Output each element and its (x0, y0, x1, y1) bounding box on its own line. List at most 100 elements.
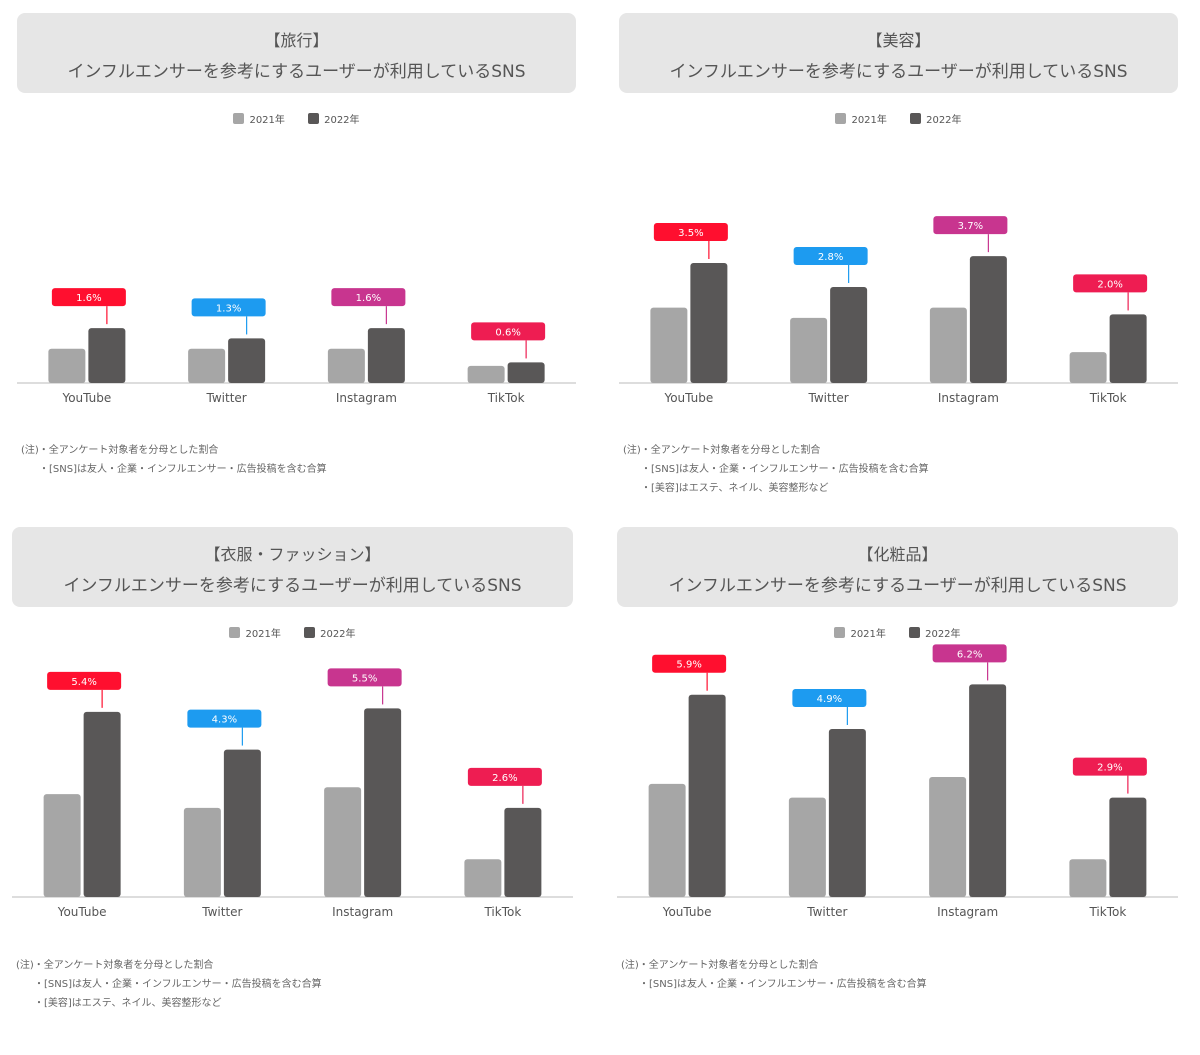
bar-2021-tiktok (1069, 352, 1107, 383)
legend-item-2022: 2022年 (910, 111, 962, 126)
bar-2022-tiktok (1109, 314, 1147, 383)
chart-title-box: 【美容】 インフルエンサーを参考にするユーザーが利用しているSNS (619, 13, 1178, 93)
callout-box (793, 247, 868, 265)
bar-2021-tiktok (467, 365, 505, 383)
chart-notes: (注)・全アンケート対象者を分母とした割合 ・[SNS]は友人・企業・インフルエ… (21, 441, 327, 479)
note-line-3: ・[美容]はエステ、ネイル、美容整形など (641, 483, 829, 494)
bar-2022-instagram (969, 256, 1007, 383)
data-label-2022: 2.0% (1097, 279, 1122, 290)
data-label-2022: 5.4% (71, 677, 96, 688)
chart-title-subtitle: インフルエンサーを参考にするユーザーが利用しているSNS (669, 62, 1128, 82)
callout-box (471, 322, 546, 341)
chart-panel-travel: 【旅行】 インフルエンサーを参考にするユーザーが利用しているSNS 2021年 … (17, 13, 576, 493)
bar-2022-youtube (88, 328, 126, 383)
x-tick-label: Twitter (201, 905, 242, 919)
legend-item-2021: 2021年 (834, 625, 886, 640)
bar-2021-twitter (788, 797, 826, 897)
data-label-2022: 1.6% (76, 293, 101, 304)
legend-swatch-2022 (308, 113, 320, 124)
note-line-3: ・[美容]はエステ、ネイル、美容整形など (34, 998, 222, 1009)
bar-2022-youtube (688, 694, 726, 897)
bar-2022-instagram (969, 684, 1007, 897)
x-tick-label: YouTube (57, 905, 107, 919)
x-tick-label: Twitter (806, 905, 847, 919)
note-line-1: (注)・全アンケート対象者を分母とした割合 (621, 960, 819, 971)
callout-box (933, 216, 1008, 235)
legend-item-2021: 2021年 (835, 111, 887, 126)
bar-2022-twitter (828, 729, 866, 897)
data-label-2022: 2.8% (818, 252, 843, 263)
data-label-2022: 2.9% (1097, 763, 1122, 774)
legend-item-2022: 2022年 (909, 625, 961, 640)
legend-label-2022: 2022年 (320, 629, 356, 640)
x-tick-label: Instagram (332, 905, 393, 919)
x-tick-label: TikTok (1089, 391, 1127, 405)
x-tick-label: YouTube (61, 391, 111, 405)
x-tick-label: Instagram (938, 391, 999, 405)
chart-title-category: 【衣服・ファッション】 (204, 545, 381, 564)
x-tick-label: TikTok (487, 391, 525, 405)
bar-chart: YouTube 3.5% Twitter 2.8% Instagram 3.7% TikTo… (619, 216, 1178, 405)
data-label-2022: 4.9% (817, 694, 842, 705)
legend-swatch-2022 (304, 627, 316, 638)
callout-box (327, 668, 402, 687)
note-line-1: (注)・全アンケート対象者を分母とした割合 (623, 445, 821, 456)
note-line-1: (注)・全アンケート対象者を分母とした割合 (21, 445, 219, 456)
bar-2022-instagram (364, 708, 402, 897)
callout-box (331, 288, 406, 307)
legend-item-2021: 2021年 (229, 625, 281, 640)
callout-box (187, 709, 262, 728)
chart-title-subtitle: インフルエンサーを参考にするユーザーが利用しているSNS (668, 576, 1127, 596)
bar-chart: YouTube 1.6% Twitter 1.3% Instagram 1.6% TikTo… (17, 288, 576, 405)
legend-label-2021: 2021年 (249, 115, 285, 126)
legend-label-2021: 2021年 (245, 629, 281, 640)
x-tick-label: YouTube (663, 391, 713, 405)
bar-2021-instagram (929, 307, 967, 383)
data-label-2022: 1.3% (216, 303, 241, 314)
chart-notes: (注)・全アンケート対象者を分母とした割合 ・[SNS]は友人・企業・インフルエ… (623, 441, 929, 498)
legend-item-2022: 2022年 (308, 111, 360, 126)
x-tick-label: Twitter (206, 391, 247, 405)
callout-box (1072, 757, 1147, 776)
chart-legend: 2021年 2022年 (17, 111, 576, 126)
x-tick-label: Instagram (937, 905, 998, 919)
data-label-2022: 5.9% (676, 660, 701, 671)
legend-swatch-2021 (835, 113, 847, 124)
bar-2022-tiktok (504, 807, 542, 897)
callout-box (932, 644, 1007, 663)
chart-title-box: 【衣服・ファッション】 インフルエンサーを参考にするユーザーが利用しているSNS (12, 527, 573, 607)
note-line-1: (注)・全アンケート対象者を分母とした割合 (16, 960, 214, 971)
note-line-2: ・[SNS]は友人・企業・インフルエンサー・広告投稿を含む合算 (39, 464, 327, 475)
x-tick-label: TikTok (483, 905, 521, 919)
data-label-2022: 3.5% (678, 228, 703, 239)
bar-2022-twitter (223, 749, 261, 897)
chart-panel-cosmetics: 【化粧品】 インフルエンサーを参考にするユーザーが利用しているSNS 2021年… (617, 527, 1178, 1007)
bar-2022-tiktok (1109, 797, 1147, 897)
x-tick-label: TikTok (1088, 905, 1126, 919)
chart-title-category: 【化粧品】 (857, 545, 938, 564)
legend-label-2022: 2022年 (925, 629, 961, 640)
legend-item-2022: 2022年 (304, 625, 356, 640)
legend-label-2021: 2021年 (851, 115, 887, 126)
legend-swatch-2022 (909, 627, 921, 638)
chart-legend: 2021年 2022年 (617, 625, 1178, 640)
chart-notes: (注)・全アンケート対象者を分母とした割合 ・[SNS]は友人・企業・インフルエ… (16, 956, 322, 1013)
callout-box (1073, 274, 1148, 293)
chart-title-subtitle: インフルエンサーを参考にするユーザーが利用しているSNS (67, 62, 526, 82)
callout-box (467, 767, 542, 786)
bar-2021-youtube (648, 783, 686, 897)
data-label-2022: 3.7% (958, 221, 983, 232)
legend-item-2021: 2021年 (233, 111, 285, 126)
bar-2021-tiktok (1069, 859, 1107, 897)
callout-box (47, 671, 122, 690)
x-tick-label: Instagram (336, 391, 397, 405)
chart-panel-beauty: 【美容】 インフルエンサーを参考にするユーザーが利用しているSNS 2021年 … (619, 13, 1178, 503)
note-line-2: ・[SNS]は友人・企業・インフルエンサー・広告投稿を含む合算 (639, 979, 927, 990)
x-tick-label: YouTube (662, 905, 712, 919)
bar-2021-twitter (790, 317, 828, 383)
bar-2021-youtube (48, 348, 86, 383)
data-label-2022: 5.5% (352, 673, 377, 684)
note-line-2: ・[SNS]は友人・企業・インフルエンサー・広告投稿を含む合算 (34, 979, 322, 990)
bar-2022-instagram (367, 328, 405, 383)
bar-2021-youtube (650, 307, 688, 383)
